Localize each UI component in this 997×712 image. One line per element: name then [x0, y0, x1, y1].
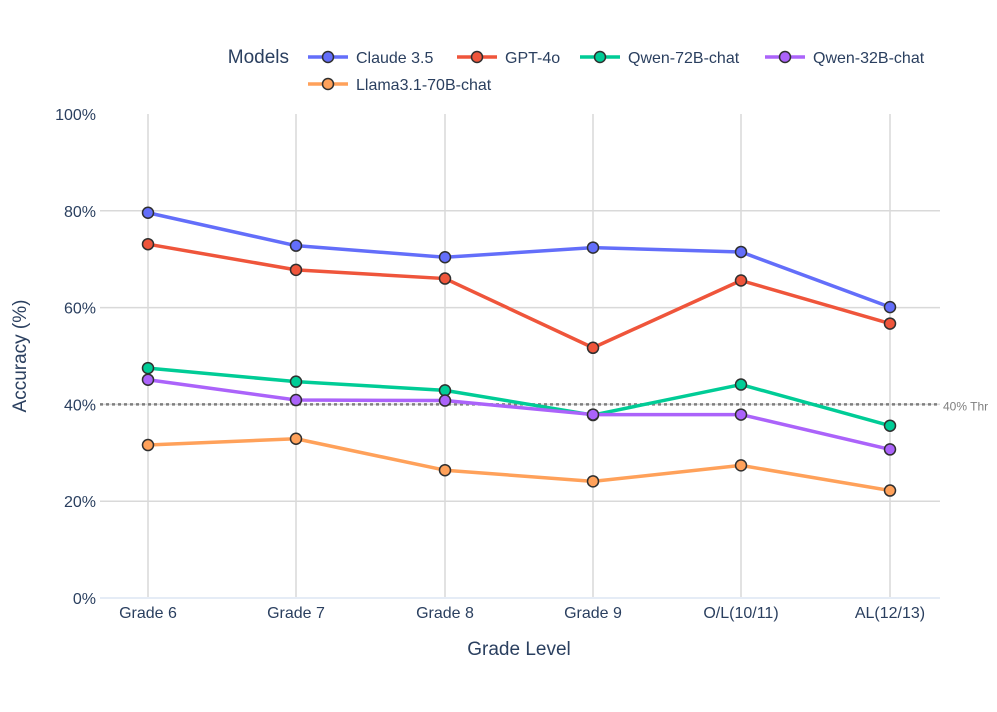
- legend-swatch-marker: [321, 77, 335, 91]
- threshold-label: 40% Thr: [943, 399, 988, 413]
- y-tick-label: 0%: [73, 591, 96, 608]
- data-point-qwen-72b-chat: [141, 361, 155, 375]
- data-point-llama3-1-70b-chat: [438, 463, 452, 477]
- series-qwen-72b-chat: [141, 361, 897, 432]
- legend-label: Qwen-32B-chat: [813, 50, 925, 67]
- x-tick-label: AL(12/13): [855, 605, 925, 622]
- data-point-llama3-1-70b-chat: [141, 438, 155, 452]
- legend-item-llama3-1-70b-chat[interactable]: Llama3.1-70B-chat: [308, 77, 492, 94]
- series-llama3-1-70b-chat: [141, 432, 897, 497]
- data-point-gpt-4o: [586, 341, 600, 355]
- y-tick-label: 40%: [64, 397, 96, 414]
- x-tick-label: Grade 7: [267, 605, 325, 622]
- series-line-llama3-1-70b-chat: [147, 437, 891, 493]
- y-tick-label: 100%: [55, 107, 96, 124]
- data-point-claude-3-5: [438, 251, 452, 264]
- data-point-qwen-72b-chat: [883, 419, 897, 432]
- data-point-gpt-4o: [289, 263, 303, 277]
- legend-item-gpt-4o[interactable]: GPT-4o: [457, 50, 560, 67]
- x-tick-label: O/L(10/11): [703, 605, 778, 622]
- legend-label: Claude 3.5: [356, 50, 433, 67]
- data-point-llama3-1-70b-chat: [734, 459, 748, 472]
- data-point-llama3-1-70b-chat: [586, 475, 600, 488]
- y-tick-label: 20%: [64, 494, 96, 511]
- legend-swatch-marker: [593, 50, 607, 64]
- series-gpt-4o: [141, 237, 897, 355]
- series-line-qwen-32b-chat: [147, 377, 891, 452]
- data-point-gpt-4o: [438, 272, 452, 285]
- data-point-claude-3-5: [289, 239, 303, 252]
- axes: Grade 6 Grade 7 Grade 8 Grade 9 O/L(10/11) AL…: [55, 107, 940, 622]
- data-point-claude-3-5: [883, 300, 897, 314]
- legend-title: Models: [228, 47, 289, 68]
- data-point-qwen-32b-chat: [141, 373, 155, 386]
- data-point-qwen-72b-chat: [289, 375, 303, 388]
- data-point-llama3-1-70b-chat: [883, 484, 897, 497]
- data-point-qwen-32b-chat: [883, 443, 897, 456]
- data-point-qwen-32b-chat: [438, 394, 452, 407]
- x-axis-title: Grade Level: [467, 639, 571, 660]
- x-tick-label: Grade 9: [564, 605, 622, 622]
- series-claude-3-5: [141, 206, 897, 314]
- x-tick-label: Grade 6: [119, 605, 177, 622]
- series-line-claude-3-5: [147, 211, 891, 309]
- legend-label: GPT-4o: [505, 50, 560, 67]
- data-point-qwen-32b-chat: [586, 408, 600, 421]
- legend[interactable]: Models Claude 3.5 GPT-4o Qwen-72B-chat Qwen…: [228, 47, 925, 94]
- series-line-gpt-4o: [147, 242, 891, 350]
- data-point-qwen-32b-chat: [289, 393, 303, 407]
- data-point-qwen-32b-chat: [734, 408, 748, 421]
- data-point-llama3-1-70b-chat: [289, 432, 303, 446]
- data-point-claude-3-5: [141, 206, 155, 219]
- legend-swatch-marker: [470, 50, 484, 64]
- data-point-gpt-4o: [734, 274, 748, 287]
- legend-item-qwen-72b-chat[interactable]: Qwen-72B-chat: [580, 50, 740, 67]
- legend-swatch-marker: [778, 50, 792, 64]
- x-tick-label: Grade 8: [416, 605, 474, 622]
- legend-label: Qwen-72B-chat: [628, 50, 740, 67]
- legend-item-qwen-32b-chat[interactable]: Qwen-32B-chat: [765, 50, 925, 67]
- data-point-claude-3-5: [586, 241, 600, 254]
- legend-item-claude-3-5[interactable]: Claude 3.5: [308, 50, 433, 67]
- legend-swatch-marker: [321, 50, 335, 64]
- data-point-qwen-72b-chat: [438, 384, 452, 397]
- y-axis-title: Accuracy (%): [10, 300, 31, 413]
- series-qwen-32b-chat: [141, 373, 897, 456]
- y-tick-label: 60%: [64, 301, 96, 318]
- data-point-gpt-4o: [141, 237, 155, 251]
- legend-label: Llama3.1-70B-chat: [356, 77, 492, 94]
- data-point-qwen-72b-chat: [734, 378, 748, 391]
- y-tick-label: 80%: [64, 204, 96, 221]
- data-point-claude-3-5: [734, 245, 748, 259]
- series-line-qwen-72b-chat: [147, 366, 891, 428]
- data-point-gpt-4o: [883, 317, 897, 330]
- gridlines: [100, 114, 940, 598]
- series-group: [141, 206, 897, 497]
